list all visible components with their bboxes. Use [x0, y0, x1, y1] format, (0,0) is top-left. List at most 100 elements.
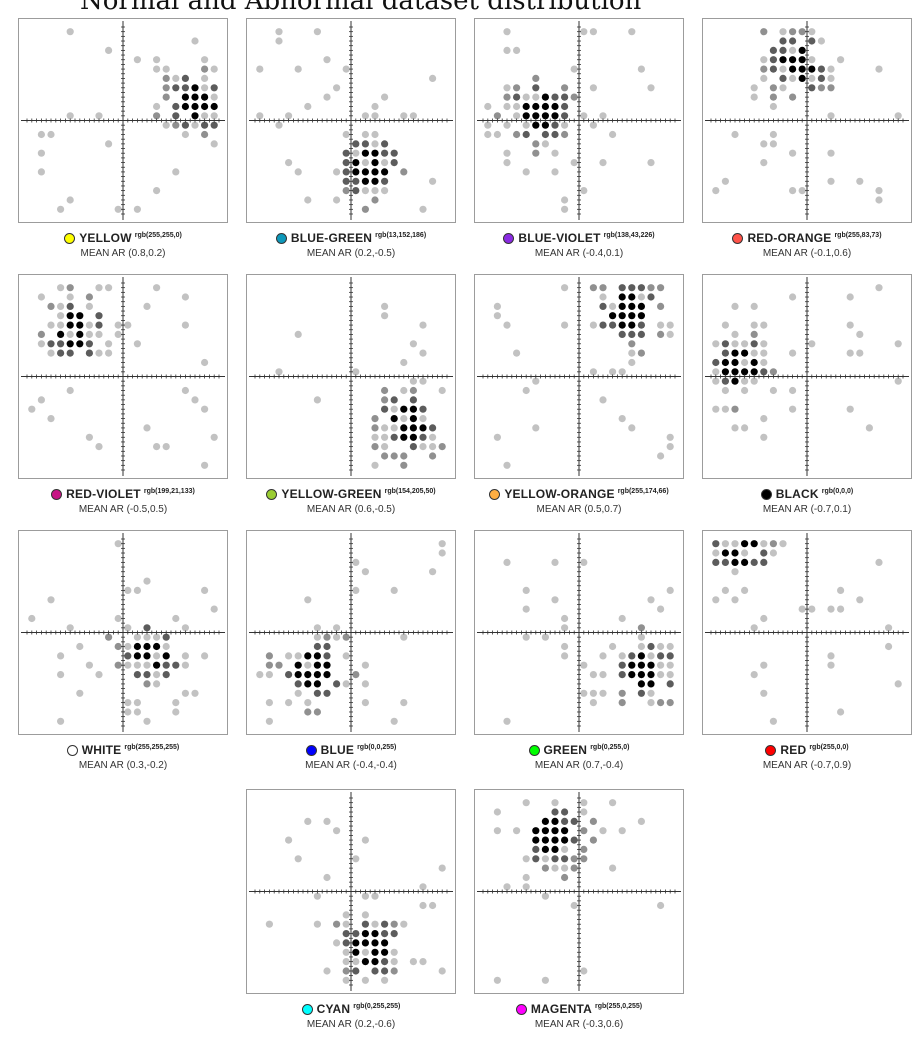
data-point [294, 680, 302, 688]
data-point [313, 661, 321, 669]
data-point [143, 633, 151, 641]
data-point [381, 405, 389, 413]
data-point [172, 661, 180, 669]
data-point [381, 424, 389, 432]
data-point [760, 159, 768, 167]
data-point [609, 302, 617, 310]
data-point [769, 46, 777, 54]
plot-frame [18, 18, 228, 223]
data-point [181, 102, 189, 111]
data-point [28, 405, 36, 413]
data-point [731, 568, 739, 576]
plot-frame [246, 789, 456, 994]
data-point [323, 967, 331, 975]
data-point [503, 159, 511, 167]
data-point [837, 605, 845, 613]
data-point [172, 74, 180, 82]
plot-frame [246, 530, 456, 735]
color-swatch-icon [760, 489, 772, 500]
data-point [47, 596, 55, 604]
data-point [712, 368, 720, 376]
data-point [894, 340, 902, 348]
data-point [438, 864, 446, 872]
data-point [522, 102, 530, 111]
data-point [390, 159, 398, 167]
data-point [201, 112, 209, 120]
color-swatch-icon [275, 233, 287, 244]
data-point [750, 340, 758, 348]
data-point [741, 549, 749, 557]
data-point [400, 433, 408, 441]
data-point [769, 368, 777, 376]
data-point [484, 121, 492, 129]
data-point [817, 74, 825, 82]
color-name: GREEN [543, 743, 588, 757]
data-point [76, 340, 84, 348]
data-point [580, 558, 588, 566]
data-point [133, 56, 141, 64]
data-point [133, 699, 141, 707]
data-point [371, 168, 379, 176]
rgb-value: rgb(0,0,255) [357, 744, 397, 751]
chart-panel-black: BLACK rgb(0,0,0) MEAN AR (-0.7,0.1) [702, 274, 924, 524]
data-point [561, 205, 569, 213]
data-point [114, 661, 122, 669]
data-point [522, 633, 530, 641]
data-point [493, 433, 501, 441]
data-point [323, 56, 331, 64]
data-point [493, 976, 501, 984]
data-point [532, 377, 540, 385]
data-point [133, 708, 141, 716]
data-point [172, 614, 180, 623]
data-point [570, 65, 578, 73]
panel-caption: MAGENTA rgb(255,0,255) MEAN AR (-0.3,0.6) [474, 1000, 684, 1032]
data-point [637, 284, 645, 292]
data-point [760, 689, 768, 697]
data-point [294, 661, 302, 669]
data-point [66, 321, 74, 329]
data-point [352, 140, 360, 148]
data-point [657, 671, 665, 679]
data-point [846, 349, 854, 357]
data-point [143, 642, 151, 651]
scatter-plot [249, 21, 453, 220]
data-point [666, 443, 674, 451]
data-point [721, 340, 729, 348]
data-point [789, 149, 797, 157]
data-point [275, 661, 283, 669]
chart-panel-green: GREEN rgb(0,255,0) MEAN AR (0.7,-0.4) [474, 530, 704, 780]
data-point [589, 84, 597, 92]
plot-frame [18, 530, 228, 735]
data-point [589, 284, 597, 292]
data-point [580, 799, 588, 807]
data-point [333, 827, 341, 835]
data-point [532, 140, 540, 148]
data-point [637, 65, 645, 73]
panel-caption: BLUE rgb(0,0,255) MEAN AR (-0.4,-0.4) [246, 741, 456, 773]
data-point [390, 586, 398, 594]
data-point [647, 671, 655, 679]
data-point [503, 46, 511, 54]
data-point [750, 330, 758, 338]
data-point [666, 330, 674, 338]
data-point [637, 293, 645, 301]
rgb-value: rgb(255,0,0) [809, 744, 849, 751]
data-point [637, 349, 645, 357]
data-point [342, 168, 350, 176]
data-point [551, 817, 559, 825]
rgb-value: rgb(255,255,255) [124, 744, 180, 751]
data-point [541, 892, 549, 900]
rgb-value: rgb(199,21,133) [143, 488, 195, 495]
data-point [827, 177, 835, 185]
scatter-plot [477, 277, 681, 476]
scatter-plot [21, 533, 225, 732]
data-point [561, 130, 569, 139]
data-point [618, 652, 626, 660]
data-point [551, 558, 559, 566]
data-point [419, 377, 427, 385]
data-point [390, 717, 398, 725]
data-point [493, 312, 501, 320]
scatter-plot [21, 21, 225, 220]
data-point [361, 911, 369, 919]
